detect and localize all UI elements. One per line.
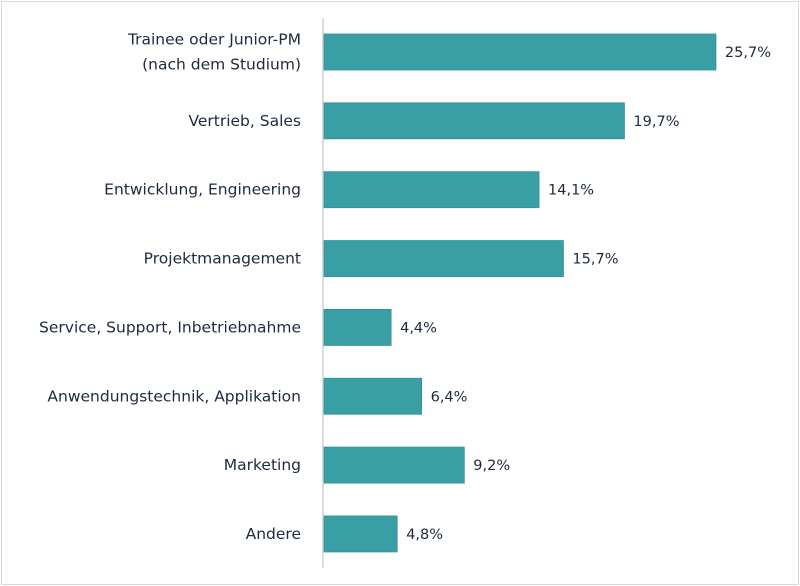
category-tick-label: Andere <box>246 525 301 543</box>
bar <box>323 308 392 346</box>
category-tick-label: Vertrieb, Sales <box>188 112 301 130</box>
data-label: 4,8% <box>406 527 443 543</box>
data-label: 15,7% <box>572 252 618 268</box>
data-label: 14,1% <box>548 183 594 199</box>
data-label: 25,7% <box>725 45 771 61</box>
category-tick-label: Anwendungstechnik, Applikation <box>47 387 301 405</box>
data-label: 4,4% <box>400 320 437 336</box>
category-tick-label: Trainee oder Junior-PM <box>127 31 301 49</box>
category-tick-label: (nach dem Studium) <box>142 56 301 74</box>
bar <box>323 377 422 415</box>
data-label: 6,4% <box>431 389 468 405</box>
category-tick-label: Marketing <box>224 456 301 474</box>
bar <box>323 240 564 277</box>
bar <box>323 515 398 553</box>
data-label: 19,7% <box>633 114 679 130</box>
bar <box>323 171 540 209</box>
bar <box>323 102 625 140</box>
data-label: 9,2% <box>473 458 510 474</box>
category-tick-label: Service, Support, Inbetriebnahme <box>39 318 301 336</box>
category-tick-label: Projektmanagement <box>144 250 301 268</box>
bar <box>323 33 717 71</box>
bar <box>323 446 465 484</box>
category-tick-label: Entwicklung, Engineering <box>104 181 301 199</box>
